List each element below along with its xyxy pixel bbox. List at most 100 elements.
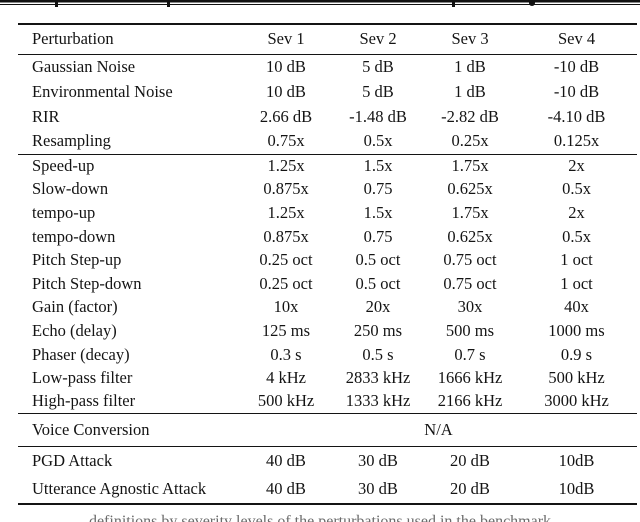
table-section: Gaussian Noise 10 dB 5 dB 1 dB -10 dB Environ… [18,54,637,154]
column-header-severity: Sev 1 [267,29,305,49]
column-header-perturbation: Perturbation [32,29,114,49]
severity-value: 1.25x [267,156,305,176]
column-header-severity: Sev 2 [359,29,397,49]
table-row: RIR 2.66 dB -1.48 dB -2.82 dB -4.10 dB [18,104,637,129]
severity-value: 20 dB [450,451,490,471]
severity-value: 10 dB [266,56,306,76]
severity-value: N/A [424,420,453,440]
severity-value: 2166 kHz [437,391,503,411]
severity-value: 0.75 oct [443,250,497,270]
severity-value: 30 dB [358,451,398,471]
table-row: PGD Attack 40 dB 30 dB 20 dB 10dB [18,447,637,476]
severity-value: -10 dB [553,56,600,76]
severity-value: 2833 kHz [345,368,411,388]
perturbation-label: Utterance Agnostic Attack [32,478,207,498]
cropped-caption-remnant-bottom: definitions by severity levels of the pe… [0,511,640,522]
severity-value: 500 kHz [548,368,605,388]
severity-value: 20 dB [450,478,490,498]
severity-value: 10x [273,297,299,317]
severity-value: 1.5x [363,202,393,222]
severity-value: 0.5 oct [355,250,401,270]
perturbation-label: Phaser (decay) [32,344,130,364]
severity-value: 0.5x [562,179,591,199]
severity-value: 0.25 oct [259,273,313,293]
table-row: Low-pass filter 4 kHz 2833 kHz 1666 kHz 500 … [18,366,637,390]
severity-value: 1.5x [363,156,393,176]
severity-value: 0.875x [263,226,309,246]
descender-mark [529,2,535,6]
severity-value: 0.875x [263,179,309,199]
severity-value: 0.5 s [362,344,394,364]
severity-value: -10 dB [553,81,600,101]
severity-value: 1.75x [451,202,489,222]
severity-value: 0.9 s [560,344,593,364]
table-row: Slow-down 0.875x 0.75 0.625x 0.5x [18,178,637,202]
perturbation-label: tempo-down [32,226,116,246]
severity-value: 0.75 [363,179,393,199]
severity-value: 3000 kHz [544,391,609,411]
severity-value: 5 dB [362,81,394,101]
severity-value: 2x [568,202,585,222]
descender-mark [167,2,170,7]
severity-value: 30 dB [358,478,398,498]
severity-value: 1 dB [454,81,486,101]
perturbation-label: PGD Attack [32,451,113,471]
severity-value: -4.10 dB [547,106,606,126]
perturbation-label: Environmental Noise [32,81,173,101]
severity-value: 0.3 s [270,344,302,364]
severity-value: 1.75x [451,156,489,176]
severity-value: 5 dB [362,56,394,76]
severity-value: -2.82 dB [441,106,499,126]
table-header-row: Perturbation Sev 1 Sev 2 Sev 3 Sev 4 [18,24,637,54]
table-row: tempo-up 1.25x 1.5x 1.75x 2x [18,201,637,225]
table-row: Resampling 0.75x 0.5x 0.25x 0.125x [18,129,637,154]
severity-value: 0.625x [447,179,493,199]
perturbation-label: Low-pass filter [32,368,133,388]
perturbation-label: Pitch Step-down [32,273,142,293]
perturbation-label: High-pass filter [32,391,136,411]
severity-value: 500 kHz [257,391,315,411]
severity-value: 2.66 dB [259,106,313,126]
severity-value: 40 dB [266,478,306,498]
descender-mark [452,2,455,7]
perturbation-label: RIR [32,106,60,126]
severity-value: 4 kHz [266,368,306,388]
perturbation-severity-table: Perturbation Sev 1 Sev 2 Sev 3 Sev 4 Gaussia… [18,23,637,505]
severity-value: 250 ms [353,320,403,340]
table-row: Pitch Step-down 0.25 oct 0.5 oct 0.75 oct 1 … [18,272,637,296]
table-row: Gaussian Noise 10 dB 5 dB 1 dB -10 dB [18,54,637,79]
table-row: Utterance Agnostic Attack 40 dB 30 dB 20 dB… [18,475,637,504]
severity-value: 1000 ms [548,320,605,340]
table-section: Voice Conversion N/A [18,414,637,447]
severity-value: 0.25 oct [259,250,313,270]
severity-value: 0.75x [267,131,305,151]
severity-value: 1.25x [267,202,305,222]
cropped-text-remnant-top [0,0,640,7]
severity-value: 1666 kHz [437,368,503,388]
severity-value: 2x [568,156,585,176]
severity-value: 0.75 oct [443,273,497,293]
severity-value: 40x [564,297,589,317]
table-row: Environmental Noise 10 dB 5 dB 1 dB -10 dB [18,79,637,104]
severity-value: 1 dB [454,56,486,76]
severity-value: 0.125x [553,131,600,151]
table-row: Phaser (decay) 0.3 s 0.5 s 0.7 s 0.9 s [18,343,637,367]
table-row: Echo (delay) 125 ms 250 ms 500 ms 1000 ms [18,319,637,343]
table-row: Gain (factor) 10x 20x 30x 40x [18,296,637,320]
severity-value: 0.7 s [454,344,486,364]
severity-value: 0.75 [363,226,393,246]
perturbation-label: Gaussian Noise [32,56,136,76]
severity-value: 0.25x [451,131,489,151]
perturbation-label: Speed-up [32,156,95,176]
table-row: tempo-down 0.875x 0.75 0.625x 0.5x [18,225,637,249]
column-header-severity: Sev 3 [451,29,489,49]
severity-value: 40 dB [266,451,306,471]
perturbation-label: Pitch Step-up [32,250,122,270]
severity-value: 1 oct [560,250,593,270]
severity-value: 10dB [558,478,595,498]
severity-value: 0.5x [363,131,393,151]
severity-value: 1333 kHz [345,391,411,411]
severity-value: 0.5 oct [355,273,401,293]
severity-value: -1.48 dB [349,106,407,126]
perturbation-label: Echo (delay) [32,320,117,340]
